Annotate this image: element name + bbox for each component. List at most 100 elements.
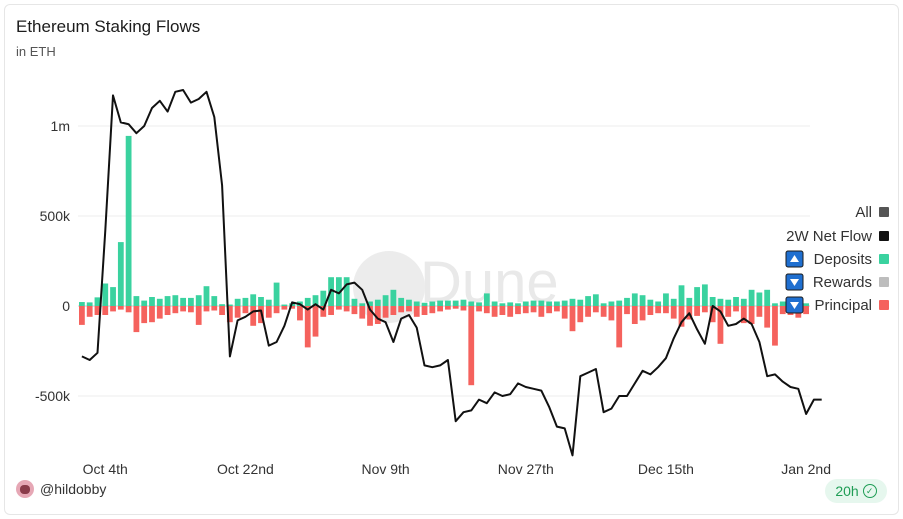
legend-item[interactable]: All [855, 204, 889, 221]
principal-bar [445, 306, 451, 310]
principal-bar [156, 306, 163, 319]
arrow-up-icon [790, 255, 799, 262]
principal-bar [203, 306, 210, 312]
principal-bar [779, 306, 786, 315]
deposit-bar [406, 299, 412, 306]
refresh-badge[interactable]: 20h ✓ [825, 479, 887, 503]
principal-bar [569, 306, 576, 332]
deposit-bar [515, 303, 521, 306]
principal-bar [133, 306, 140, 333]
legend-item[interactable]: Principal [785, 296, 889, 314]
principal-bar [406, 306, 412, 312]
principal-bar [740, 306, 747, 324]
principal-bar [561, 306, 568, 319]
y-tick-label: 500k [40, 208, 71, 224]
principal-bar [180, 306, 187, 312]
principal-bar [546, 306, 553, 314]
principal-bar [600, 306, 607, 317]
deposit-bar [491, 301, 498, 306]
author[interactable]: @hildobby [16, 480, 106, 498]
principal-bar [522, 306, 529, 314]
principal-bar [110, 306, 116, 312]
deposit-bar [733, 297, 739, 306]
legend-label: Principal [814, 297, 872, 314]
principal-bar [320, 306, 327, 317]
deposit-bar [398, 297, 405, 306]
deposit-bar [117, 242, 124, 306]
x-tick-label: Jan 2nd [781, 461, 831, 477]
deposit-bar [709, 297, 716, 306]
refresh-age: 20h [835, 483, 859, 499]
x-tick-label: Oct 22nd [217, 461, 274, 477]
deposit-bar [133, 296, 140, 306]
principal-bar [631, 306, 638, 324]
deposit-bar [265, 299, 272, 306]
deposit-bar [678, 285, 685, 306]
deposit-bar [522, 301, 529, 306]
principal-bar [577, 306, 584, 323]
legend: All 2W Net Flow Deposits Rewards Principal [785, 204, 889, 314]
deposit-bar [195, 295, 202, 306]
legend-item[interactable]: Deposits [785, 250, 889, 268]
principal-bar [289, 306, 296, 309]
deposit-bar [164, 296, 171, 306]
principal-bar [476, 306, 482, 312]
deposit-bar [717, 298, 724, 306]
deposit-bar [546, 301, 553, 306]
deposit-bar [554, 301, 560, 306]
deposit-bar [94, 297, 101, 306]
deposit-bar [460, 299, 467, 306]
principal-bar [195, 306, 202, 325]
deposit-bar [725, 299, 732, 306]
principal-bar [226, 306, 233, 323]
principal-bar [429, 306, 436, 314]
deposit-bar [437, 300, 443, 306]
legend-swatch [879, 254, 889, 264]
legend-item[interactable]: Rewards [785, 273, 889, 291]
principal-bar [281, 306, 288, 310]
deposit-bar [79, 302, 85, 306]
deposit-bar [476, 302, 482, 306]
deposit-bar [569, 298, 576, 306]
principal-bar [663, 306, 669, 314]
deposit-bar [686, 297, 693, 306]
deposit-bar [772, 303, 778, 306]
deposit-bar [281, 304, 288, 306]
deposit-bar [172, 295, 179, 306]
principal-bar [117, 306, 124, 310]
deposit-bar [530, 300, 537, 306]
deposit-bar [756, 292, 763, 306]
principal-bar [624, 306, 630, 315]
principal-bar [764, 306, 771, 328]
principal-bar [608, 306, 615, 321]
principal-bar [86, 306, 93, 317]
principal-bar [733, 306, 739, 312]
deposit-bar [803, 303, 809, 306]
principal-bar [125, 306, 132, 313]
principal-bar [234, 306, 241, 318]
check-circle-icon: ✓ [862, 484, 877, 498]
principal-bar [647, 306, 654, 315]
deposit-bar [608, 301, 615, 306]
deposit-bar [616, 300, 623, 306]
deposit-bar [242, 297, 249, 306]
principal-bar [79, 306, 85, 325]
legend-swatch [879, 277, 889, 287]
deposit-bar [351, 298, 358, 306]
deposit-bar [343, 277, 350, 306]
x-tick-label: Oct 4th [83, 461, 128, 477]
deposit-bar [258, 297, 264, 306]
principal-bar [717, 306, 724, 344]
deposit-bar [663, 293, 669, 306]
deposit-bar [499, 303, 506, 306]
legend-item[interactable]: 2W Net Flow [786, 228, 889, 245]
deposit-bar [226, 304, 233, 306]
legend-label: Rewards [813, 274, 872, 291]
principal-bar [149, 306, 155, 323]
deposit-bar [359, 303, 366, 306]
deposit-bar [382, 295, 389, 306]
principal-bar [398, 306, 405, 313]
deposit-bar [624, 297, 630, 306]
principal-bar [701, 306, 708, 313]
